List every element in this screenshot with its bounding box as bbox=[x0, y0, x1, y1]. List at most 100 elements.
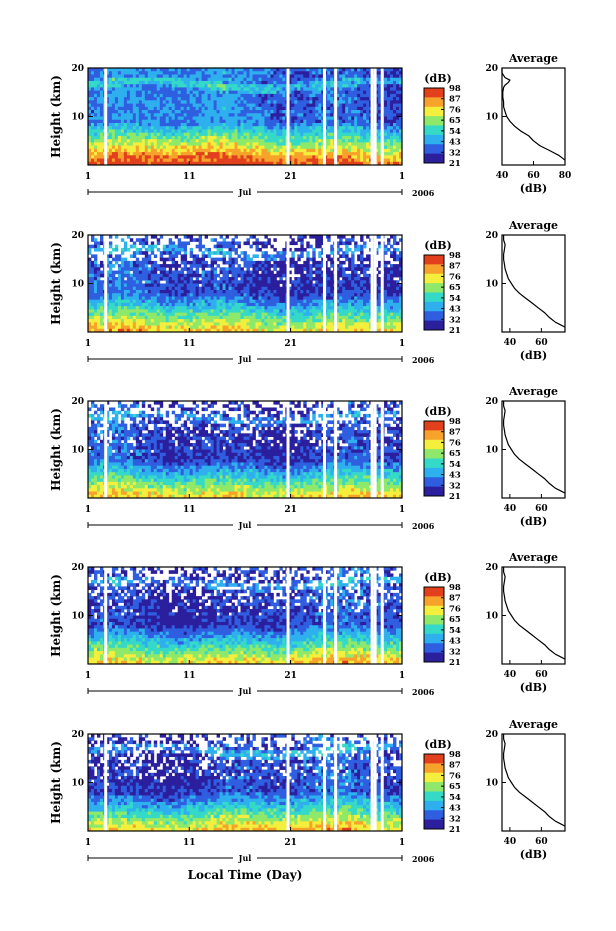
colorbar-segment bbox=[424, 468, 444, 478]
data-gap bbox=[334, 567, 337, 664]
avg-y-tick-label: 20 bbox=[485, 397, 498, 407]
data-gap bbox=[334, 401, 337, 498]
colorbar-tick-label: 54 bbox=[449, 793, 461, 803]
y-tick-label: 10 bbox=[71, 446, 84, 456]
colorbar-segment bbox=[424, 653, 444, 663]
colorbar-tick-label: 43 bbox=[449, 804, 461, 814]
data-gap bbox=[381, 734, 384, 831]
month-label: Jul bbox=[238, 354, 252, 364]
colorbar-unit: (dB) bbox=[424, 405, 451, 418]
x-tick-label: 21 bbox=[284, 838, 297, 848]
data-gap bbox=[323, 567, 326, 664]
x-tick-label: 1 bbox=[399, 505, 405, 515]
x-tick-label: 11 bbox=[183, 838, 196, 848]
x-tick-label: 1 bbox=[399, 671, 405, 681]
colorbar-segment bbox=[424, 587, 444, 597]
colorbar-tick-label: 98 bbox=[449, 750, 461, 760]
data-gap bbox=[371, 401, 374, 498]
y-tick-label: 20 bbox=[71, 730, 84, 740]
colorbar-segment bbox=[424, 773, 444, 783]
y-axis-label: Height (km) bbox=[49, 242, 63, 325]
colorbar-segment bbox=[424, 321, 444, 331]
y-axis-label: Height (km) bbox=[49, 408, 63, 491]
data-gap bbox=[104, 235, 107, 332]
x-tick-label: 21 bbox=[284, 339, 297, 349]
data-gap bbox=[104, 68, 107, 165]
colorbar-tick-label: 76 bbox=[449, 604, 461, 614]
colorbar-unit: (dB) bbox=[424, 72, 451, 85]
colorbar-unit: (dB) bbox=[424, 571, 451, 584]
colorbar-tick-label: 65 bbox=[449, 615, 461, 625]
x-tick-label: 1 bbox=[85, 838, 91, 848]
data-gap bbox=[323, 235, 326, 332]
colorbar-tick-label: 87 bbox=[449, 428, 461, 438]
data-gap bbox=[371, 567, 374, 664]
colorbar-segment bbox=[424, 154, 444, 164]
data-gap bbox=[371, 734, 374, 831]
avg-x-tick-label: 60 bbox=[535, 504, 548, 514]
data-gap bbox=[334, 734, 337, 831]
avg-x-tick-label: 40 bbox=[504, 670, 517, 680]
average-x-unit: (dB) bbox=[520, 182, 547, 195]
y-tick-label: 20 bbox=[71, 231, 84, 241]
colorbar-tick-label: 54 bbox=[449, 626, 461, 636]
avg-x-tick-label: 40 bbox=[496, 171, 509, 181]
x-tick-label: 1 bbox=[85, 172, 91, 182]
colorbar-segment bbox=[424, 606, 444, 616]
colorbar-segment bbox=[424, 820, 444, 830]
data-gap bbox=[381, 68, 384, 165]
data-gap bbox=[374, 235, 377, 332]
data-gap bbox=[323, 734, 326, 831]
colorbar-tick-label: 76 bbox=[449, 105, 461, 115]
avg-y-tick-label: 10 bbox=[485, 113, 498, 123]
colorbar-segment bbox=[424, 449, 444, 459]
colorbar-unit: (dB) bbox=[424, 738, 451, 751]
colorbar-tick-label: 65 bbox=[449, 116, 461, 126]
colorbar-segment bbox=[424, 116, 444, 126]
colorbar-tick-label: 43 bbox=[449, 305, 461, 315]
heatmap-field bbox=[88, 68, 402, 165]
avg-y-tick-label: 10 bbox=[485, 446, 498, 456]
y-axis-label: Height (km) bbox=[49, 75, 63, 158]
colorbar-tick-label: 32 bbox=[449, 315, 461, 325]
month-label: Jul bbox=[238, 686, 252, 696]
average-profile-line bbox=[504, 567, 565, 659]
colorbar-tick-label: 21 bbox=[449, 159, 461, 169]
colorbar-tick-label: 54 bbox=[449, 460, 461, 470]
colorbar-tick-label: 43 bbox=[449, 138, 461, 148]
colorbar-tick-label: 21 bbox=[449, 825, 461, 835]
average-profile-line bbox=[502, 68, 565, 160]
average-x-unit: (dB) bbox=[520, 848, 547, 861]
y-axis-label: Height (km) bbox=[49, 741, 63, 824]
average-title: Average bbox=[508, 551, 558, 564]
month-label: Jul bbox=[238, 520, 252, 530]
colorbar-tick-label: 65 bbox=[449, 283, 461, 293]
x-tick-label: 1 bbox=[85, 505, 91, 515]
y-axis-label: Height (km) bbox=[49, 574, 63, 657]
colorbar-segment bbox=[424, 274, 444, 284]
colorbar-tick-label: 98 bbox=[449, 84, 461, 94]
avg-x-tick-label: 40 bbox=[504, 504, 517, 514]
data-gap bbox=[287, 235, 290, 332]
data-gap bbox=[374, 401, 377, 498]
colorbar-tick-label: 54 bbox=[449, 127, 461, 137]
colorbar-segment bbox=[424, 754, 444, 764]
year-label: 2006 bbox=[412, 521, 435, 531]
x-tick-label: 1 bbox=[399, 339, 405, 349]
year-label: 2006 bbox=[412, 854, 435, 864]
average-x-unit: (dB) bbox=[520, 515, 547, 528]
colorbar-tick-label: 21 bbox=[449, 492, 461, 502]
average-x-unit: (dB) bbox=[520, 681, 547, 694]
avg-y-tick-label: 10 bbox=[485, 612, 498, 622]
data-gap bbox=[374, 734, 377, 831]
data-gap bbox=[334, 235, 337, 332]
x-tick-label: 1 bbox=[399, 838, 405, 848]
avg-x-tick-label: 40 bbox=[504, 338, 517, 348]
colorbar-tick-label: 54 bbox=[449, 294, 461, 304]
data-gap bbox=[287, 734, 290, 831]
average-title: Average bbox=[508, 219, 558, 232]
data-gap bbox=[381, 401, 384, 498]
avg-x-tick-label: 60 bbox=[535, 338, 548, 348]
colorbar-segment bbox=[424, 421, 444, 431]
